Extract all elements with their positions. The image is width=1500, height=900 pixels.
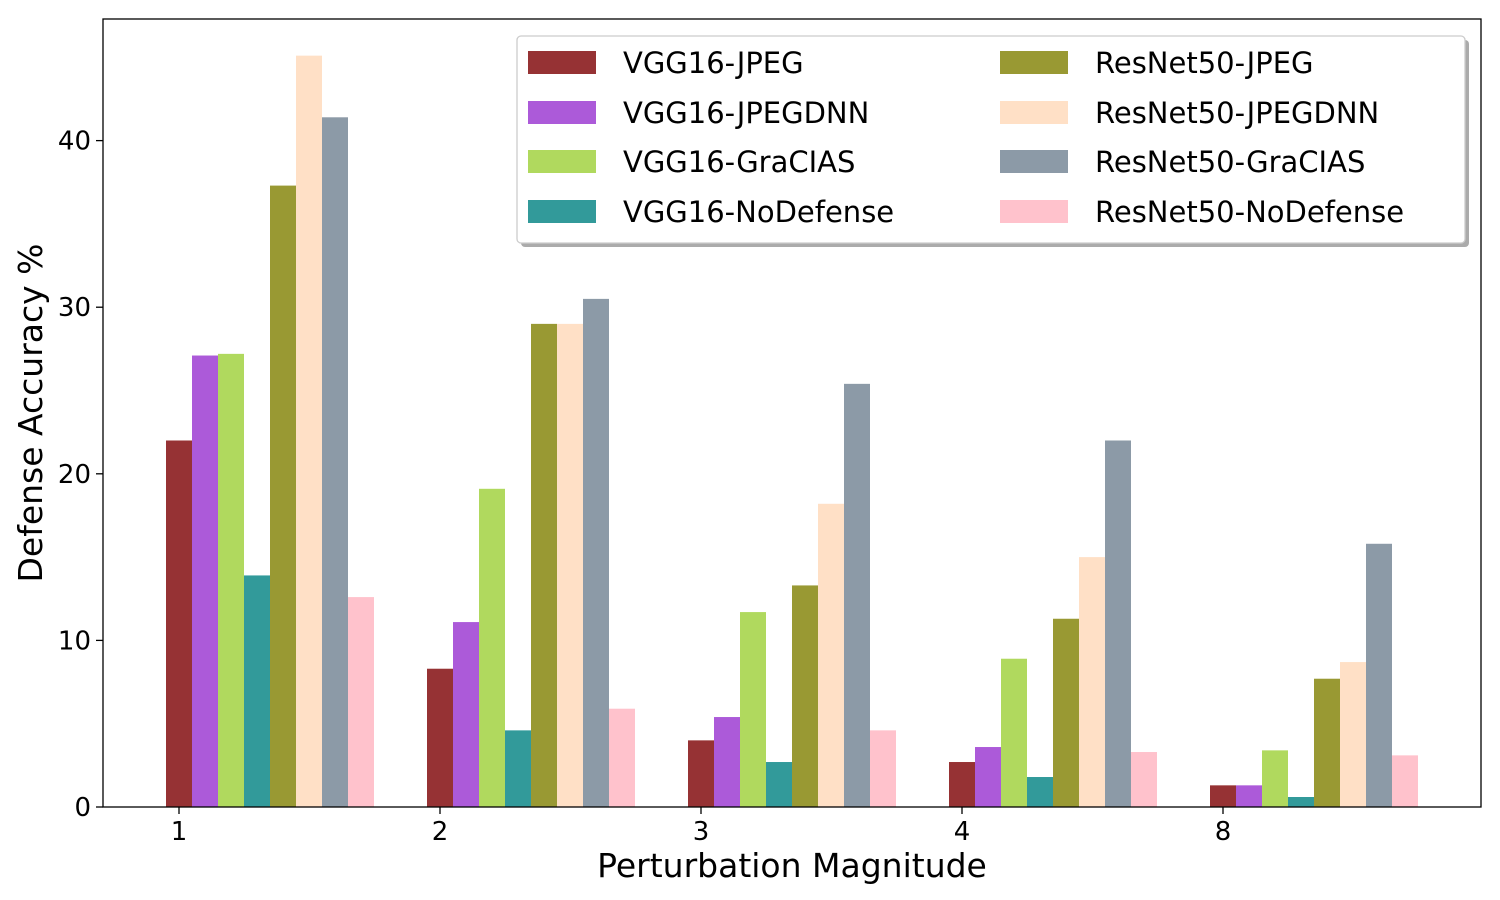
bar-vgg16-jpegdnn-8: [1236, 785, 1262, 807]
legend-swatch: [1000, 51, 1068, 74]
bar-resnet50-gracias-2: [583, 298, 609, 807]
bar-resnet50-jpeg-3: [792, 585, 818, 807]
bar-resnet50-nodefense-8: [1392, 755, 1418, 807]
bar-resnet50-jpegdnn-8: [1340, 662, 1366, 807]
bar-vgg16-jpegdnn-4: [975, 747, 1001, 807]
x-tick-label: 1: [171, 817, 188, 847]
bar-vgg16-jpeg-2: [427, 668, 453, 807]
legend-label: VGG16-JPEGDNN: [623, 96, 869, 130]
bars-layer: [166, 55, 1418, 808]
bar-resnet50-jpeg-1: [270, 185, 296, 807]
bar-resnet50-nodefense-3: [870, 730, 896, 807]
bar-vgg16-gracias-4: [1001, 658, 1027, 807]
bar-vgg16-gracias-3: [740, 612, 766, 807]
bar-vgg16-nodefense-3: [766, 762, 792, 807]
x-axis: 1 2 3 4 8: [171, 807, 1232, 847]
legend-swatch: [528, 101, 596, 124]
y-tick-label: 40: [58, 127, 91, 157]
bar-resnet50-jpegdnn-2: [557, 323, 583, 807]
bar-vgg16-gracias-2: [479, 488, 505, 807]
legend-label: VGG16-JPEG: [623, 46, 804, 80]
legend-label: VGG16-GraCIAS: [623, 145, 855, 179]
bar-vgg16-jpegdnn-3: [714, 717, 740, 807]
legend-label: ResNet50-NoDefense: [1095, 195, 1404, 229]
bar-resnet50-gracias-1: [322, 117, 348, 808]
x-tick-label: 2: [432, 817, 449, 847]
bar-vgg16-gracias-1: [218, 353, 244, 807]
legend-label: ResNet50-GraCIAS: [1095, 145, 1365, 179]
bar-vgg16-gracias-8: [1262, 750, 1288, 807]
legend-swatch: [1000, 200, 1068, 223]
bar-resnet50-jpeg-4: [1053, 618, 1079, 807]
legend-label: VGG16-NoDefense: [623, 195, 894, 229]
y-tick-label: 20: [58, 460, 91, 490]
bar-resnet50-gracias-4: [1105, 440, 1131, 807]
legend-swatch: [1000, 101, 1068, 124]
bar-vgg16-jpegdnn-2: [453, 622, 479, 807]
bar-resnet50-jpegdnn-1: [296, 55, 322, 807]
legend-items: VGG16-JPEG VGG16-JPEGDNN VGG16-GraCIAS VGG1…: [528, 46, 1404, 229]
bar-vgg16-jpegdnn-1: [192, 355, 218, 807]
y-axis-title: Defense Accuracy %: [11, 243, 50, 582]
bar-vgg16-nodefense-4: [1027, 777, 1053, 807]
bar-vgg16-jpeg-8: [1210, 785, 1236, 807]
y-axis: 0 10 20 30 40: [58, 127, 103, 823]
bar-resnet50-nodefense-4: [1131, 752, 1157, 807]
legend-swatch: [528, 200, 596, 223]
legend-box: [516, 35, 1466, 244]
bar-resnet50-nodefense-1: [348, 597, 374, 807]
bar-resnet50-gracias-3: [844, 383, 870, 807]
y-tick-label: 10: [58, 626, 91, 656]
legend-label: ResNet50-JPEGDNN: [1095, 96, 1379, 130]
x-tick-label: 4: [954, 817, 971, 847]
y-tick-label: 0: [74, 793, 91, 823]
legend-swatch: [1000, 150, 1068, 173]
legend-swatch: [528, 150, 596, 173]
bar-vgg16-nodefense-2: [505, 730, 531, 807]
plot-frame: [102, 18, 1482, 808]
bar-vgg16-nodefense-8: [1288, 797, 1314, 807]
bar-resnet50-nodefense-2: [609, 708, 635, 807]
bar-resnet50-gracias-8: [1366, 543, 1392, 807]
x-axis-title: Perturbation Magnitude: [597, 846, 987, 885]
bar-resnet50-jpegdnn-3: [818, 503, 844, 807]
bar-resnet50-jpeg-8: [1314, 678, 1340, 807]
legend-label: ResNet50-JPEG: [1095, 46, 1314, 80]
bar-vgg16-jpeg-1: [166, 440, 192, 807]
x-tick-label: 8: [1215, 817, 1232, 847]
bar-resnet50-jpeg-2: [531, 323, 557, 807]
legend-swatch: [528, 51, 596, 74]
bar-vgg16-nodefense-1: [244, 575, 270, 807]
x-tick-label: 3: [693, 817, 710, 847]
bar-resnet50-jpegdnn-4: [1079, 557, 1105, 807]
legend: VGG16-JPEG VGG16-JPEGDNN VGG16-GraCIAS VGG1…: [516, 35, 1469, 247]
y-tick-label: 30: [58, 293, 91, 323]
bar-vgg16-jpeg-3: [688, 740, 714, 807]
bar-vgg16-jpeg-4: [949, 762, 975, 807]
